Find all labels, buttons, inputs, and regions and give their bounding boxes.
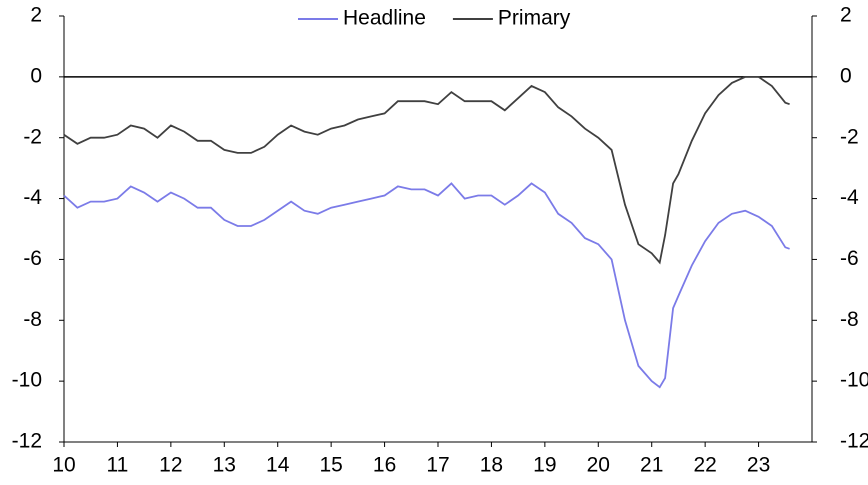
legend-label: Primary: [498, 7, 571, 30]
y-tick-label: -2: [840, 125, 859, 148]
x-tick-label: 22: [693, 454, 716, 477]
y-tick-label: 0: [840, 64, 852, 87]
y-tick-label: 2: [840, 4, 852, 27]
x-tick-label: 23: [747, 454, 770, 477]
y-tick-label: -8: [840, 308, 859, 331]
legend-label: Headline: [343, 7, 426, 30]
series-line: [63, 182, 790, 389]
y-tick-label: -12: [12, 430, 42, 453]
y-tick-label: -10: [12, 369, 42, 392]
x-tick-label: 17: [426, 454, 449, 477]
x-tick-label: 16: [373, 454, 396, 477]
y-tick-label: 0: [30, 64, 42, 87]
y-tick-label: -8: [23, 308, 42, 331]
y-tick-label: 2: [30, 4, 42, 27]
x-tick-label: 11: [107, 454, 129, 477]
x-tick-label: 18: [480, 454, 503, 477]
series-line: [63, 76, 790, 265]
y-tick-label: -6: [840, 247, 859, 270]
y-tick-label: -4: [840, 186, 859, 209]
x-tick-label: 20: [587, 454, 610, 477]
y-tick-label: -4: [23, 186, 42, 209]
y-tick-label: -2: [23, 125, 42, 148]
x-tick-label: 10: [52, 454, 75, 477]
x-tick-label: 19: [533, 454, 556, 477]
x-tick-label: 12: [159, 454, 182, 477]
x-tick-label: 21: [640, 454, 663, 477]
x-tick-label: 13: [213, 454, 236, 477]
y-tick-label: -12: [840, 430, 868, 453]
y-tick-label: -6: [23, 247, 42, 270]
y-tick-label: -10: [840, 369, 868, 392]
x-tick-label: 14: [266, 454, 290, 477]
x-tick-label: 15: [319, 454, 342, 477]
